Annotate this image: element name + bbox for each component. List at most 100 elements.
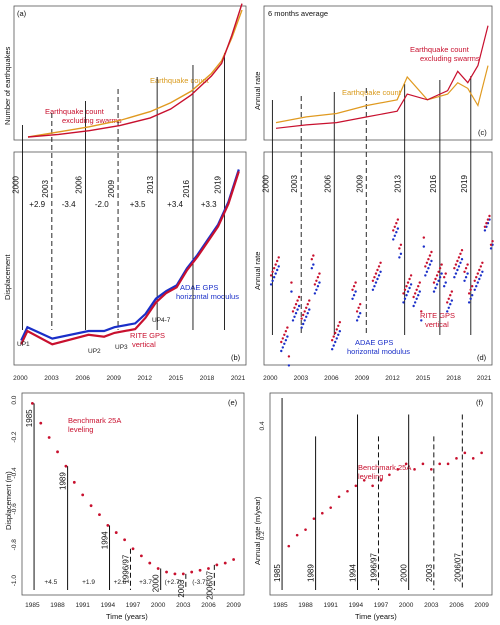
panel-d-point	[447, 306, 450, 309]
panel-d-point	[412, 295, 415, 299]
panel-b-xtick: 2003	[44, 375, 59, 382]
panel-d-point	[300, 317, 303, 320]
panel-d-point	[373, 276, 376, 279]
panel-f-event-label: 1994	[349, 564, 358, 582]
legend-b-adae-line1: ADAE GPS	[180, 283, 218, 292]
panel-d-point	[274, 272, 277, 275]
panel-d-point	[408, 286, 411, 290]
panel-d-point	[481, 261, 484, 264]
panel-b-rate-label: -3.4	[62, 200, 76, 209]
panel-b-up-label: UP4-7	[152, 317, 171, 324]
panel-f-ytick: 0.4	[259, 421, 266, 430]
legend-b-adae-line2: horizontal modulus	[176, 292, 239, 301]
panel-e-point	[106, 524, 110, 527]
panel-d-point	[413, 292, 417, 295]
panel-d-point	[308, 299, 311, 302]
panel-d-point	[269, 274, 273, 277]
panel-d-point	[464, 276, 468, 279]
panel-d-point	[456, 259, 459, 263]
panel-d-point	[277, 256, 280, 259]
panel-e-point	[98, 513, 101, 517]
legend-d-rite-line2: vertical	[425, 320, 449, 329]
panel-d-point	[396, 227, 400, 230]
legend-e-line2: leveling	[68, 425, 93, 434]
panel-d-point	[402, 292, 405, 295]
panel-d-point	[316, 276, 320, 279]
panel-d-point	[469, 288, 472, 291]
panel-e-rate-label: +1.9	[82, 579, 95, 586]
panel-b-xtick: 2021	[231, 375, 246, 382]
panel-e-xtick: 2006	[201, 602, 216, 609]
panel-e-rate-label: (+2.7)	[165, 579, 182, 586]
panel-b-xtick: 2015	[169, 375, 184, 382]
legend-b-rite: RITE GPS vertical	[130, 331, 167, 349]
panel-d-point	[442, 276, 446, 279]
panel-d-point	[398, 247, 401, 250]
panel-f-xtick: 2009	[474, 602, 489, 609]
legend-c-excluding-swarms-line1: Earthquake count	[410, 45, 470, 54]
panel-f-event-label: 1996/97	[369, 553, 378, 582]
panel-d-point	[284, 330, 288, 333]
panel-d-point	[435, 274, 439, 277]
panel-d-point	[405, 294, 408, 297]
panel-d-point	[281, 337, 284, 340]
panel-b-series-line	[20, 169, 240, 341]
panel-f-point	[404, 462, 408, 466]
panel-d-point	[403, 297, 407, 300]
panel-f-point	[388, 473, 391, 477]
panel-e-xtick: 1997	[126, 602, 141, 609]
panel-f-point	[430, 468, 433, 471]
panel-b-year-label: 2009	[107, 179, 116, 197]
panel-d-point	[290, 290, 293, 293]
panel-d-point	[338, 330, 342, 333]
panel-d-point	[283, 342, 286, 345]
panel-e-point	[181, 572, 185, 576]
panel-b-year-label: 2019	[213, 175, 222, 193]
panel-d-point	[286, 335, 289, 338]
panel-d-point	[420, 319, 423, 322]
panel-f-letter: (f)	[476, 398, 484, 407]
panel-d-point	[478, 268, 481, 272]
panel-f-xtick: 2003	[424, 602, 439, 609]
panel-d-point	[408, 277, 411, 281]
panel-d-point	[417, 285, 420, 288]
panel-e-ytick: -0.8	[11, 539, 18, 551]
panel-d-point	[315, 288, 318, 291]
panel-d-point	[434, 286, 437, 290]
panel-d-point	[437, 270, 440, 273]
panel-f-point	[438, 462, 441, 466]
panel-f-xtick: 1985	[273, 602, 288, 609]
panel-d-point	[464, 267, 468, 270]
panel-a-frame	[13, 5, 247, 141]
panel-d-point	[291, 310, 295, 313]
panel-d-xtick: 2018	[446, 375, 461, 382]
panel-f-point	[396, 468, 400, 471]
panel-e-rate-label: (-3.7)	[192, 579, 208, 586]
panel-d-year-label: 2000	[261, 174, 270, 192]
panel-e-letter: (e)	[228, 398, 238, 407]
panel-d-point	[306, 303, 309, 306]
panel-b-rate-label: +2.9	[29, 200, 45, 209]
panel-d-point	[373, 285, 376, 288]
panel-f-point	[463, 451, 467, 455]
panel-b-year-label: 2016	[182, 179, 191, 197]
panel-d-point	[488, 214, 491, 218]
panel-b-xtick: 2000	[13, 375, 28, 382]
panel-d-point	[352, 285, 356, 288]
panel-d-point	[354, 281, 357, 284]
panel-d-point	[475, 276, 478, 279]
panel-d-point	[432, 281, 436, 284]
panel-d-point	[271, 279, 274, 282]
legend-f-line1: Benchmark 25A	[358, 463, 411, 472]
panel-f-point	[413, 468, 416, 471]
panel-d-point	[305, 306, 308, 309]
panel-f-point	[354, 484, 358, 488]
panel-d-year-label: 2003	[290, 174, 299, 192]
panel-b-frame	[13, 151, 247, 366]
panel-d-point	[476, 272, 479, 275]
panel-d-point	[303, 319, 306, 322]
panel-d-point	[478, 277, 481, 281]
panel-d-point	[308, 308, 311, 311]
legend-e: Benchmark 25A leveling	[68, 416, 123, 434]
panel-d-xtick: 2003	[294, 375, 309, 382]
